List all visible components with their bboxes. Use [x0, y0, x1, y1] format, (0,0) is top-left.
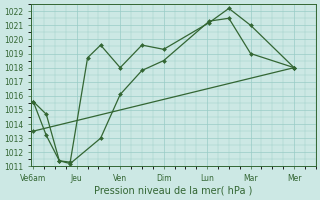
X-axis label: Pression niveau de la mer( hPa ): Pression niveau de la mer( hPa ) — [94, 186, 252, 196]
